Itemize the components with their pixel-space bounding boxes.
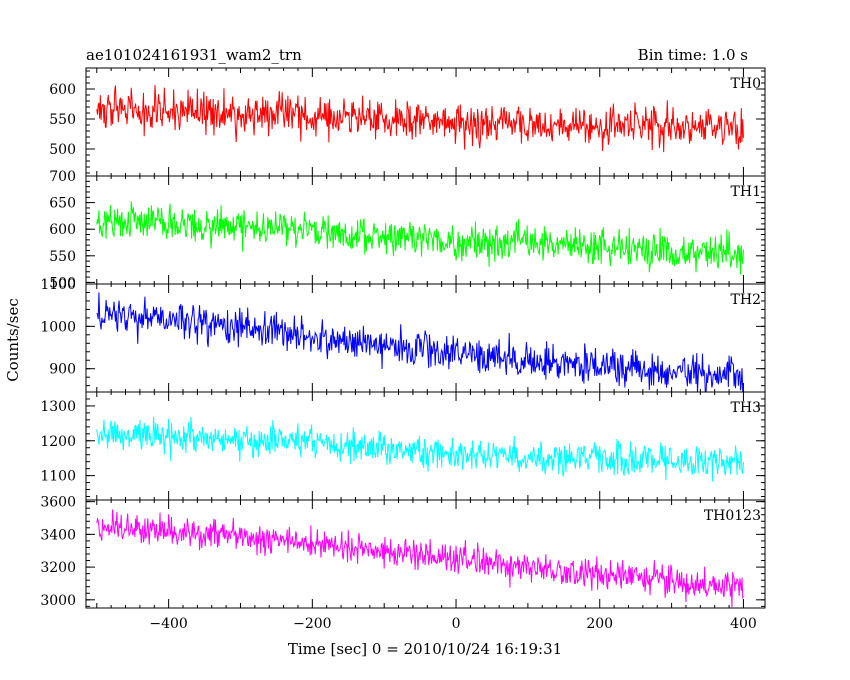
panel-th3: 1100 1200 1300 TH3 [40, 391, 766, 501]
panel-th1: 500 550 600 650 700 TH1 [49, 169, 766, 291]
panel-label-th0: TH0 [731, 76, 761, 92]
y-tick-label: 1300 [40, 399, 76, 415]
y-tick-label: 600 [49, 222, 76, 238]
series-line-th0 [96, 85, 744, 153]
panel-label-th0123: TH0123 [704, 508, 761, 524]
y-tick-label: 1100 [40, 469, 76, 485]
series-line-th2 [96, 292, 744, 392]
y-tick-label: 500 [49, 275, 76, 291]
series-line-th0123 [96, 509, 744, 608]
x-axis: −400 −200 0 200 400 [149, 616, 756, 632]
y-tick-label: 550 [49, 249, 76, 265]
panels: 500 550 600 TH0 500 550 600 650 700 TH1 900 1000 110… [40, 67, 766, 609]
panel-label-th2: TH2 [731, 292, 761, 308]
panel-frame [85, 67, 766, 177]
y-tick-label: 3400 [40, 527, 76, 543]
y-tick-label: 550 [49, 112, 76, 128]
panel-label-th3: TH3 [731, 400, 761, 416]
panel-label-th1: TH1 [731, 184, 761, 200]
y-tick-label: 1000 [40, 319, 76, 335]
series-line-th1 [96, 201, 744, 275]
y-tick-label: 1100 [40, 277, 76, 293]
x-tick-label: −400 [149, 616, 187, 632]
y-tick-label: 3600 [40, 495, 76, 511]
y-tick-label: 600 [49, 82, 76, 98]
y-tick-label: 3200 [40, 560, 76, 576]
panel-th0: 500 550 600 TH0 [49, 67, 766, 177]
x-tick-label: 400 [730, 616, 757, 632]
y-tick-label: 900 [49, 362, 76, 378]
y-axis-title: Counts/sec [4, 298, 22, 382]
y-tick-label: 700 [49, 169, 76, 185]
y-tick-label: 3000 [40, 593, 76, 609]
panel-th0123: 3000 3200 3400 3600 TH0123 [40, 495, 766, 609]
y-tick-label: 650 [49, 196, 76, 212]
x-axis-title: Time [sec] 0 = 2010/10/24 16:19:31 [288, 640, 562, 658]
x-tick-label: −200 [293, 616, 331, 632]
panel-th2: 900 1000 1100 TH2 [40, 277, 766, 393]
x-tick-label: 0 [452, 616, 461, 632]
y-tick-label: 500 [49, 142, 76, 158]
chart-title: ae101024161931_wam2_trn [86, 46, 302, 64]
bin-time-label: Bin time: 1.0 s [638, 46, 748, 64]
series-line-th3 [96, 416, 744, 482]
y-tick-label: 1200 [40, 434, 76, 450]
x-tick-label: 200 [586, 616, 613, 632]
